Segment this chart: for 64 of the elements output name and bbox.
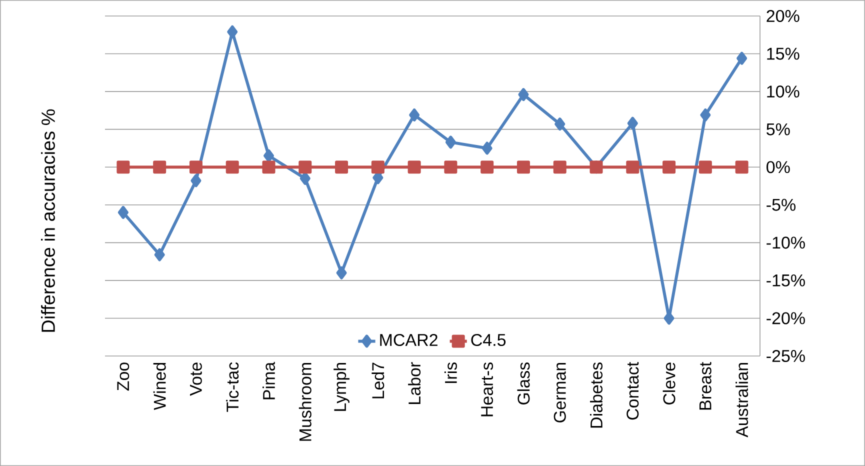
point (264, 149, 274, 162)
point (335, 160, 348, 174)
x-tick-label: Zoo (117, 362, 130, 391)
point (698, 160, 712, 174)
point (153, 160, 166, 174)
point (408, 160, 421, 174)
point (226, 160, 239, 174)
point (154, 248, 165, 262)
point (336, 266, 347, 280)
y-tick-label: -25% (766, 350, 805, 362)
point (262, 160, 276, 174)
point (626, 160, 640, 174)
x-tick-label: Lymph (334, 362, 350, 411)
y-tick-label: 0% (766, 161, 790, 174)
x-tick-label: Cleve (662, 362, 676, 404)
point (444, 160, 458, 174)
point (518, 88, 529, 102)
point (480, 160, 494, 174)
x-tick-label: Led7 (372, 362, 384, 398)
x-tick-label: German (554, 362, 566, 422)
y-axis-title: Difference in accuracies % (41, 109, 55, 332)
y-tick-label: -10% (766, 236, 805, 249)
point (553, 160, 566, 174)
point (371, 160, 384, 174)
legend-label: MCAR2 (380, 334, 438, 346)
point (735, 160, 748, 174)
point (554, 118, 566, 131)
point (409, 108, 420, 122)
x-tick-label: Heart-s (481, 362, 494, 416)
point (300, 172, 310, 185)
x-tick-label: Glass (517, 362, 530, 404)
point (664, 312, 674, 325)
x-tick-label: Iris (444, 362, 457, 383)
x-tick-label: Pima (262, 362, 275, 400)
x-tick-label: Breast (699, 362, 712, 410)
point (627, 116, 638, 130)
x-tick-label: Mushroom (298, 362, 312, 441)
point (116, 160, 130, 174)
y-tick-label: -5% (766, 198, 796, 211)
x-tick-label: Contact (626, 362, 639, 420)
legend-label: C4.5 (471, 334, 506, 346)
point (118, 206, 128, 219)
x-tick-label: Tic-tac (226, 362, 239, 412)
y-tick-label: 15% (767, 48, 800, 60)
point (662, 160, 676, 174)
point (190, 174, 202, 188)
point (736, 52, 748, 65)
y-tick-label: 10% (767, 86, 800, 98)
point (298, 160, 312, 174)
y-tick-label: 5% (766, 123, 790, 136)
point (700, 108, 711, 122)
point (445, 136, 456, 149)
x-tick-label: Diabetes (590, 362, 603, 428)
x-tick-label: Labor (408, 362, 421, 404)
point (189, 160, 202, 174)
y-tick-label: 20% (766, 10, 800, 22)
point (516, 160, 530, 174)
x-tick-label: Vote (190, 362, 202, 396)
x-tick-label: Wined (153, 362, 166, 410)
y-tick-label: -20% (766, 312, 805, 324)
y-tick-label: -15% (766, 274, 805, 286)
point (227, 25, 238, 38)
point (482, 142, 492, 155)
x-tick-label: Australian (736, 362, 748, 438)
